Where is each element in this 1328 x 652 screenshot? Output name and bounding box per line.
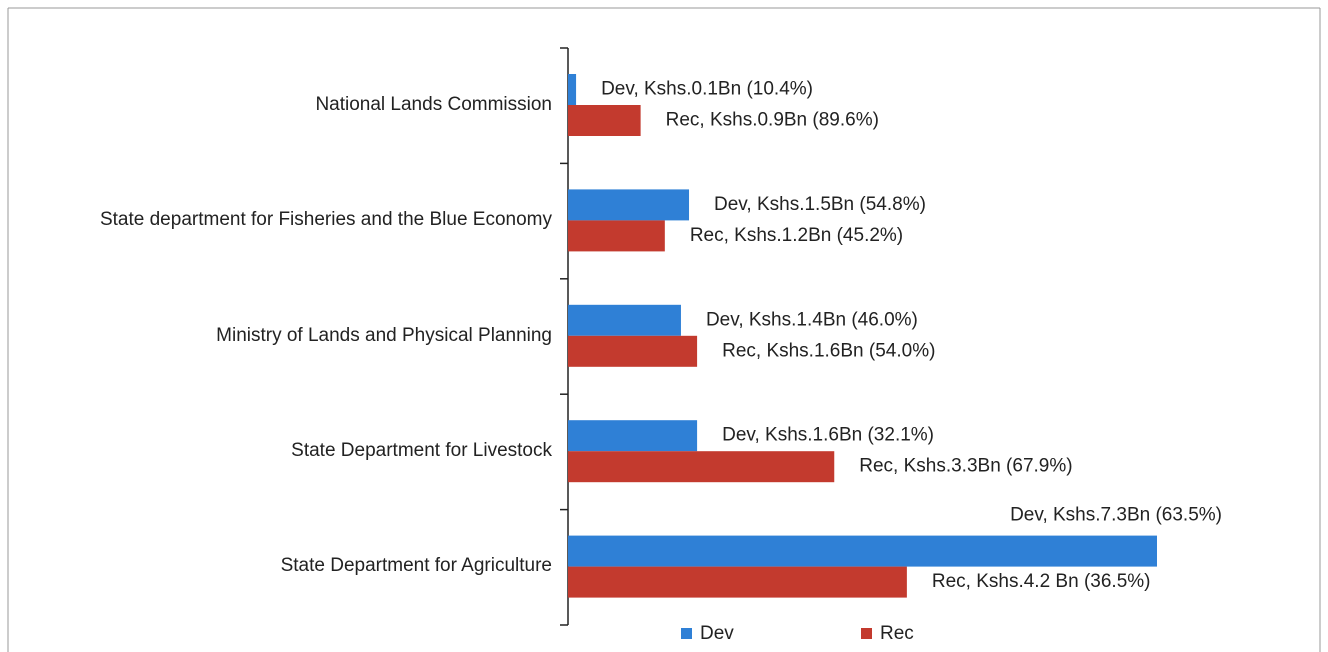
data-label: Rec, Kshs.1.6Bn (54.0%) <box>722 340 935 361</box>
bar <box>568 74 577 105</box>
bar <box>568 335 698 367</box>
data-label: Dev, Kshs.1.5Bn (54.8%) <box>714 194 926 215</box>
data-label: Dev, Kshs.7.3Bn (63.5%) <box>1010 505 1222 526</box>
data-label: Rec, Kshs.4.2 Bn (36.5%) <box>932 571 1151 592</box>
legend-swatch <box>681 628 692 639</box>
category-label: State department for Fisheries and the B… <box>99 209 552 231</box>
bar <box>568 420 698 452</box>
data-label: Dev, Kshs.1.6Bn (32.1%) <box>722 425 934 446</box>
legend-label: Dev <box>700 623 734 644</box>
data-label: Dev, Kshs.0.1Bn (10.4%) <box>601 79 813 100</box>
bar <box>568 189 690 221</box>
bar <box>568 451 835 483</box>
legend-swatch <box>861 628 872 639</box>
category-label: State Department for Agriculture <box>280 555 552 577</box>
category-label: State Department for Livestock <box>291 439 552 461</box>
bar <box>568 220 665 252</box>
data-label: Rec, Kshs.3.3Bn (67.9%) <box>859 456 1072 477</box>
legend-label: Rec <box>880 623 914 644</box>
bar <box>568 566 907 598</box>
data-label: Rec, Kshs.1.2Bn (45.2%) <box>690 225 903 246</box>
bar <box>568 105 641 136</box>
category-label: National Lands Commission <box>315 93 552 115</box>
data-label: Rec, Kshs.0.9Bn (89.6%) <box>666 110 879 131</box>
bar <box>568 535 1157 567</box>
bar <box>568 304 681 336</box>
data-label: Dev, Kshs.1.4Bn (46.0%) <box>706 309 918 330</box>
category-label: Ministry of Lands and Physical Planning <box>216 324 552 346</box>
